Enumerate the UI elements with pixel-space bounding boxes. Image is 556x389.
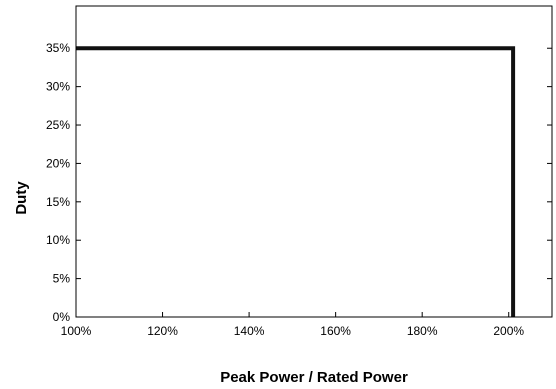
x-tick-label-1: 120% bbox=[147, 324, 178, 338]
plot-frame bbox=[75, 5, 553, 318]
x-tick-label-4: 180% bbox=[407, 324, 438, 338]
y-tick-label-4: 20% bbox=[46, 156, 70, 170]
y-tick-label-6: 30% bbox=[46, 80, 70, 94]
y-tick-label-1: 5% bbox=[53, 272, 71, 286]
y-tick-label-3: 15% bbox=[46, 195, 70, 209]
x-axis-title: Peak Power / Rated Power bbox=[220, 369, 408, 386]
x-tick-label-5: 200% bbox=[493, 324, 524, 338]
y-tick-label-0: 0% bbox=[53, 310, 71, 324]
series-layer bbox=[76, 46, 516, 317]
x-tick-label-2: 140% bbox=[234, 324, 265, 338]
y-axis-title: Duty bbox=[13, 181, 30, 215]
y-tick-label-2: 10% bbox=[46, 233, 70, 247]
labels-layer: 100% 120% 140% 160% 180% 200% 0% 5% 10% 15% 20% 25%… bbox=[46, 41, 524, 338]
y-tick-label-7: 35% bbox=[46, 41, 70, 55]
x-tick-label-3: 160% bbox=[320, 324, 351, 338]
x-tick-label-0: 100% bbox=[61, 324, 92, 338]
ticks-layer bbox=[75, 47, 552, 318]
y-tick-label-5: 25% bbox=[46, 118, 70, 132]
series-line-0 bbox=[76, 46, 516, 317]
